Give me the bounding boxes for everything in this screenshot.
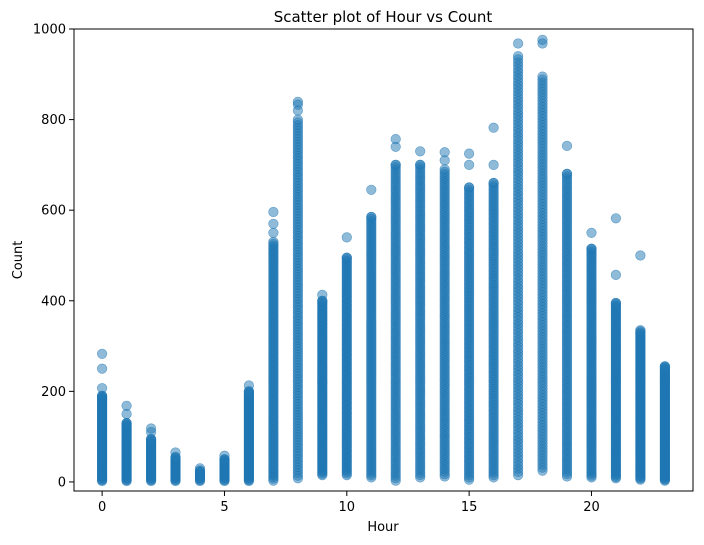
data-point: [96, 348, 108, 359]
data-point: [219, 450, 230, 461]
x-tick-label: 15: [461, 500, 478, 515]
y-axis-title: Count: [11, 241, 26, 280]
data-point: [464, 182, 475, 193]
data-point: [488, 122, 499, 133]
plot-frame: [73, 28, 694, 492]
data-point: [96, 363, 108, 374]
data-point: [366, 211, 377, 223]
data-point: [121, 418, 132, 429]
x-axis-title: Hour: [367, 520, 399, 535]
points-layer: [96, 34, 671, 487]
data-point: [464, 159, 475, 170]
x-tick-label: 10: [339, 500, 356, 515]
x-tick-label: 20: [583, 500, 600, 515]
x-tick-label: 5: [220, 500, 228, 515]
data-point: [415, 146, 426, 157]
data-point: [512, 38, 524, 49]
data-point: [439, 147, 450, 158]
data-point: [121, 400, 132, 411]
data-point: [268, 236, 279, 247]
y-tick-label: 400: [41, 294, 66, 309]
data-point: [243, 380, 254, 391]
data-point: [268, 227, 279, 238]
data-point: [561, 168, 573, 179]
data-point: [537, 71, 548, 82]
y-tick-label: 0: [58, 475, 66, 490]
data-point: [366, 184, 377, 195]
data-point: [512, 51, 524, 62]
data-point: [341, 252, 352, 263]
data-point: [537, 34, 548, 46]
data-point: [170, 447, 181, 458]
data-point: [586, 243, 597, 254]
data-point: [268, 218, 279, 229]
x-tick-label: 0: [98, 500, 106, 515]
data-point: [586, 227, 597, 238]
data-point: [317, 289, 328, 301]
data-point: [390, 159, 401, 170]
x-axis: 0 5 10 15 20: [98, 491, 600, 515]
data-point: [635, 250, 646, 261]
data-point: [439, 164, 450, 175]
data-point: [268, 206, 279, 218]
data-point: [610, 297, 622, 309]
data-point: [146, 423, 157, 434]
data-point: [96, 383, 108, 394]
y-tick-label: 1000: [33, 23, 66, 38]
data-point: [659, 361, 671, 372]
y-tick-label: 800: [41, 113, 66, 128]
data-point: [415, 159, 426, 170]
y-tick-label: 200: [41, 385, 66, 400]
data-point: [341, 232, 352, 243]
y-tick-label: 600: [41, 204, 66, 219]
y-axis: 0 200 400 600 800 1000: [33, 23, 74, 490]
data-point: [488, 159, 499, 170]
data-point: [610, 269, 622, 281]
data-point: [292, 96, 304, 107]
data-point: [610, 213, 622, 224]
data-point: [464, 148, 475, 159]
data-point: [292, 114, 304, 125]
data-point: [194, 463, 206, 474]
data-point: [488, 177, 499, 189]
data-point: [561, 140, 573, 151]
data-point: [635, 325, 646, 336]
chart-title: Scatter plot of Hour vs Count: [274, 8, 493, 26]
data-point: [390, 134, 401, 145]
